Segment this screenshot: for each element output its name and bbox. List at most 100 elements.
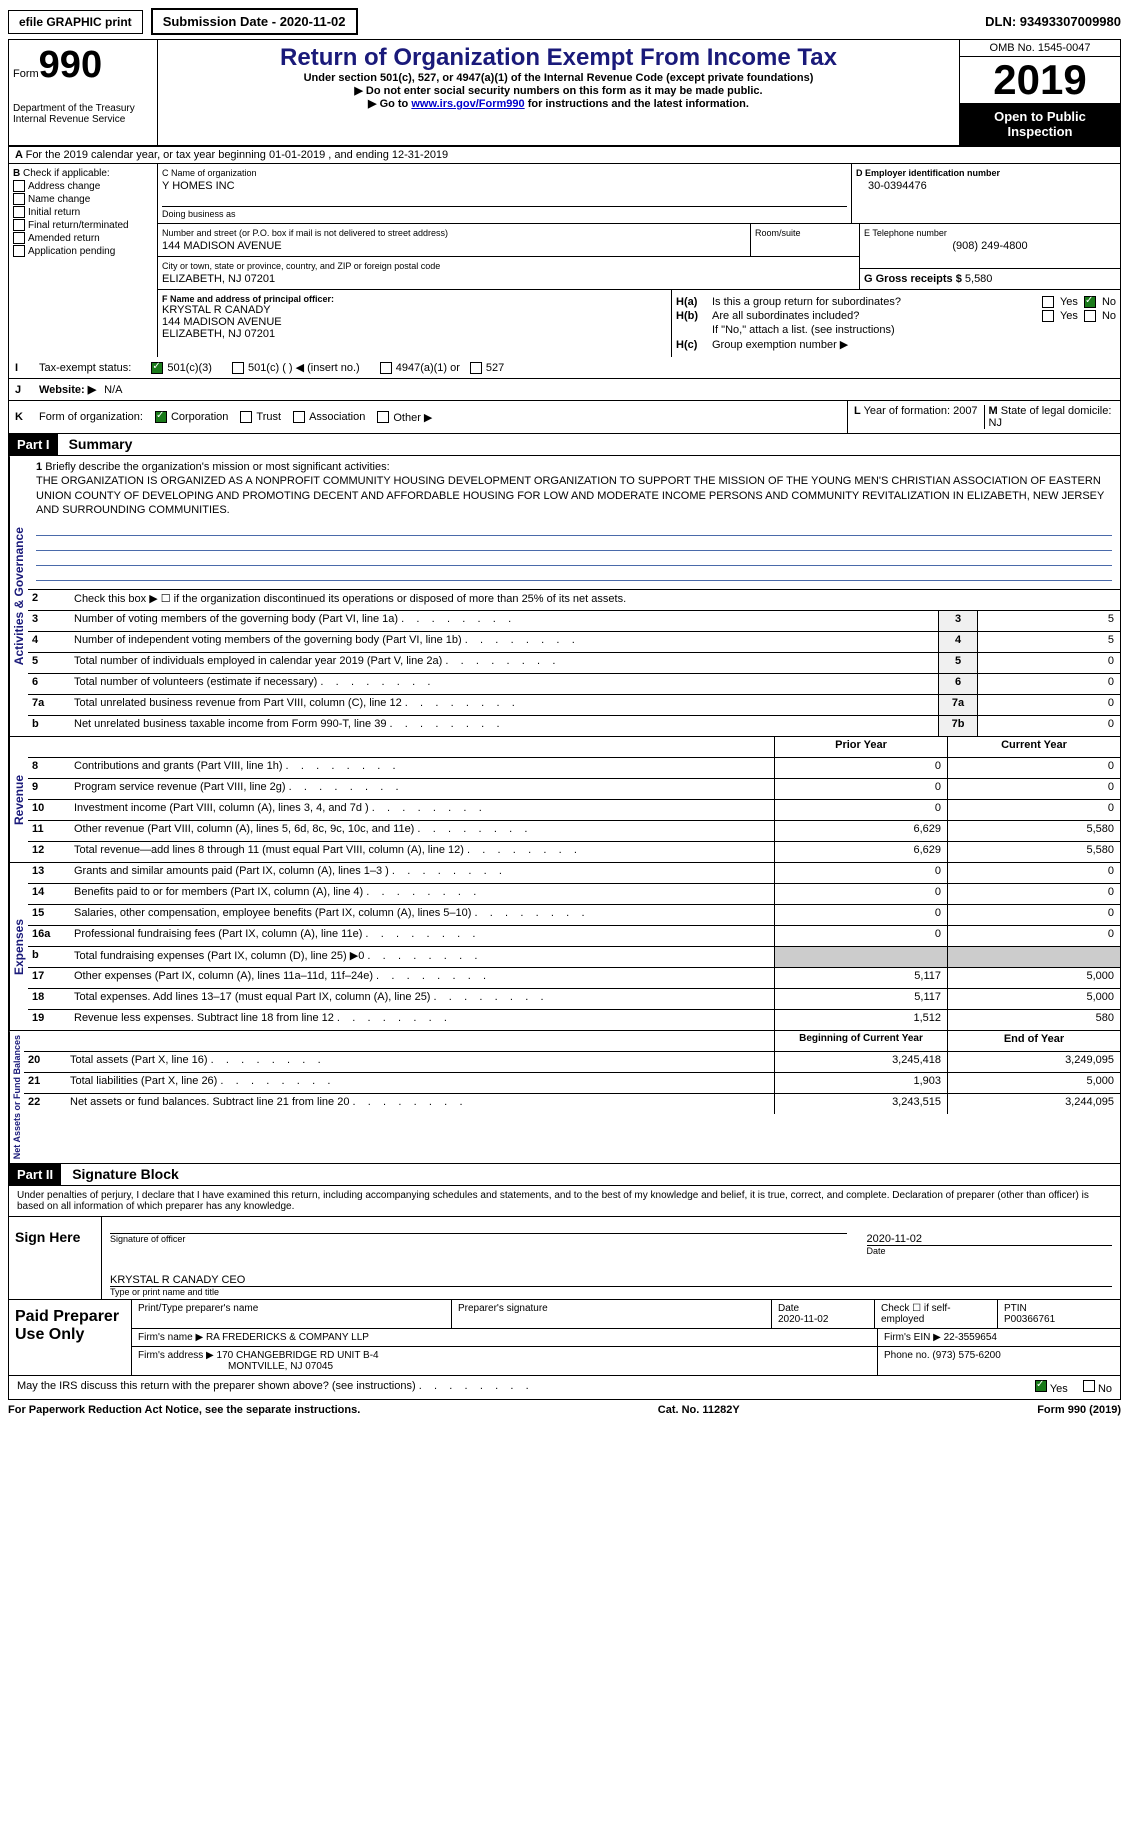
table-row: 14Benefits paid to or for members (Part … (28, 884, 1120, 905)
sig-date-caption: Date (867, 1246, 1113, 1256)
table-row: 15Salaries, other compensation, employee… (28, 905, 1120, 926)
receipts-value: 5,580 (965, 273, 993, 285)
discuss-yes-box[interactable] (1035, 1380, 1047, 1392)
paid-preparer-label: Paid Preparer Use Only (9, 1300, 132, 1375)
efile-button[interactable]: efile GRAPHIC print (8, 10, 143, 34)
firm-addr2: MONTVILLE, NJ 07045 (228, 1361, 333, 1372)
table-row: 4Number of independent voting members of… (28, 632, 1120, 653)
other-box[interactable] (377, 411, 389, 423)
table-row: 8Contributions and grants (Part VIII, li… (28, 758, 1120, 779)
line1-num: 1 (36, 461, 42, 473)
trust-box[interactable] (240, 411, 252, 423)
table-row: 6Total number of volunteers (estimate if… (28, 674, 1120, 695)
prep-sig-label: Preparer's signature (452, 1300, 772, 1328)
part1-title: Summary (69, 436, 133, 452)
ha-text: Is this a group return for subordinates? (712, 296, 901, 308)
checkbox-initial-return[interactable] (13, 206, 25, 218)
hc-text: Group exemption number ▶ (712, 338, 848, 351)
table-row: 18Total expenses. Add lines 13–17 (must … (28, 989, 1120, 1010)
ha-yes-box[interactable] (1042, 296, 1054, 308)
checkbox-application-pending[interactable] (13, 245, 25, 257)
firm-addr1: 170 CHANGEBRIDGE RD UNIT B-4 (217, 1350, 379, 1361)
ein-value: 30-0394476 (856, 180, 1116, 192)
checkbox-amended[interactable] (13, 232, 25, 244)
address-label: Number and street (or P.O. box if mail i… (162, 228, 746, 238)
table-row: 7aTotal unrelated business revenue from … (28, 695, 1120, 716)
inspection-notice: Open to Public Inspection (960, 103, 1120, 145)
officer-name: KRYSTAL R CANADY (162, 304, 667, 316)
table-row: 21Total liabilities (Part X, line 26)1,9… (24, 1073, 1120, 1094)
hb-yes-box[interactable] (1042, 310, 1054, 322)
tax-year: 2019 (960, 57, 1120, 103)
officer-addr1: 144 MADISON AVENUE (162, 316, 667, 328)
527-box[interactable] (470, 362, 482, 374)
firm-ein: 22-3559654 (944, 1332, 997, 1343)
row-j-label: J (15, 384, 31, 396)
checkbox-final-return[interactable] (13, 219, 25, 231)
domicile-state: NJ (989, 417, 1002, 429)
org-name: Y HOMES INC (162, 180, 847, 192)
submission-date: Submission Date - 2020-11-02 (151, 8, 358, 35)
hb-note: If "No," attach a list. (see instruction… (676, 324, 1116, 336)
irs-link[interactable]: www.irs.gov/Form990 (411, 98, 524, 110)
row-l-label: L (854, 405, 861, 417)
website-value: N/A (104, 384, 122, 396)
ein-label: D Employer identification number (856, 168, 1000, 178)
firm-phone: (973) 575-6200 (932, 1350, 1000, 1361)
501c3-box[interactable] (151, 362, 163, 374)
room-label: Room/suite (755, 228, 855, 238)
form-label: Form (13, 68, 39, 80)
form-number: 990 (39, 44, 102, 86)
table-row: 13Grants and similar amounts paid (Part … (28, 863, 1120, 884)
blank-line (36, 536, 1112, 551)
dots-icon (416, 1380, 529, 1395)
sign-here-label: Sign Here (9, 1217, 102, 1299)
corporation-box[interactable] (155, 411, 167, 423)
4947-box[interactable] (380, 362, 392, 374)
expenses-section: Expenses 13Grants and similar amounts pa… (8, 863, 1121, 1031)
501c-box[interactable] (232, 362, 244, 374)
line2-num: 2 (28, 590, 70, 610)
checkbox-address-change[interactable] (13, 180, 25, 192)
table-row: 9Program service revenue (Part VIII, lin… (28, 779, 1120, 800)
return-title: Return of Organization Exempt From Incom… (162, 44, 955, 72)
ha-no-box[interactable] (1084, 296, 1096, 308)
side-tab-revenue: Revenue (9, 737, 28, 862)
row-i-label: I (15, 362, 31, 374)
city-label: City or town, state or province, country… (162, 261, 855, 271)
end-year-header: End of Year (947, 1031, 1120, 1051)
hb-label: H(b) (676, 310, 712, 322)
table-row: 10Investment income (Part VIII, column (… (28, 800, 1120, 821)
officer-name-value: KRYSTAL R CANADY CEO (110, 1274, 1112, 1287)
table-row: 20Total assets (Part X, line 16)3,245,41… (24, 1052, 1120, 1073)
phone-label: E Telephone number (864, 228, 1116, 238)
table-row: 22Net assets or fund balances. Subtract … (24, 1094, 1120, 1114)
table-row: bTotal fundraising expenses (Part IX, co… (28, 947, 1120, 968)
beginning-year-header: Beginning of Current Year (774, 1031, 947, 1051)
activities-governance-section: Activities & Governance 1 Briefly descri… (8, 456, 1121, 737)
part2-title: Signature Block (72, 1166, 179, 1182)
address-value: 144 MADISON AVENUE (162, 240, 746, 252)
side-tab-net-assets: Net Assets or Fund Balances (9, 1031, 24, 1163)
table-row: 19Revenue less expenses. Subtract line 1… (28, 1010, 1120, 1030)
blank-line (36, 551, 1112, 566)
hb-no-box[interactable] (1084, 310, 1096, 322)
self-employed-check: Check ☐ if self-employed (875, 1300, 998, 1328)
return-subtitle: Under section 501(c), 527, or 4947(a)(1)… (162, 72, 955, 84)
org-name-label: C Name of organization (162, 168, 847, 178)
discuss-no-box[interactable] (1083, 1380, 1095, 1392)
association-box[interactable] (293, 411, 305, 423)
type-name-caption: Type or print name and title (110, 1287, 1112, 1297)
hb-text: Are all subordinates included? (712, 310, 859, 322)
checkbox-name-change[interactable] (13, 193, 25, 205)
row-j-text: Website: ▶ (39, 383, 96, 396)
form-footer: Form 990 (2019) (1037, 1404, 1121, 1416)
side-tab-expenses: Expenses (9, 863, 28, 1030)
part2-header: Part II (9, 1164, 61, 1185)
table-row: 3Number of voting members of the governi… (28, 611, 1120, 632)
receipts-label: G Gross receipts $ (864, 273, 962, 285)
row-m-label: M (989, 405, 998, 417)
table-row: 11Other revenue (Part VIII, column (A), … (28, 821, 1120, 842)
officer-addr2: ELIZABETH, NJ 07201 (162, 328, 667, 340)
discuss-text: May the IRS discuss this return with the… (17, 1380, 416, 1395)
